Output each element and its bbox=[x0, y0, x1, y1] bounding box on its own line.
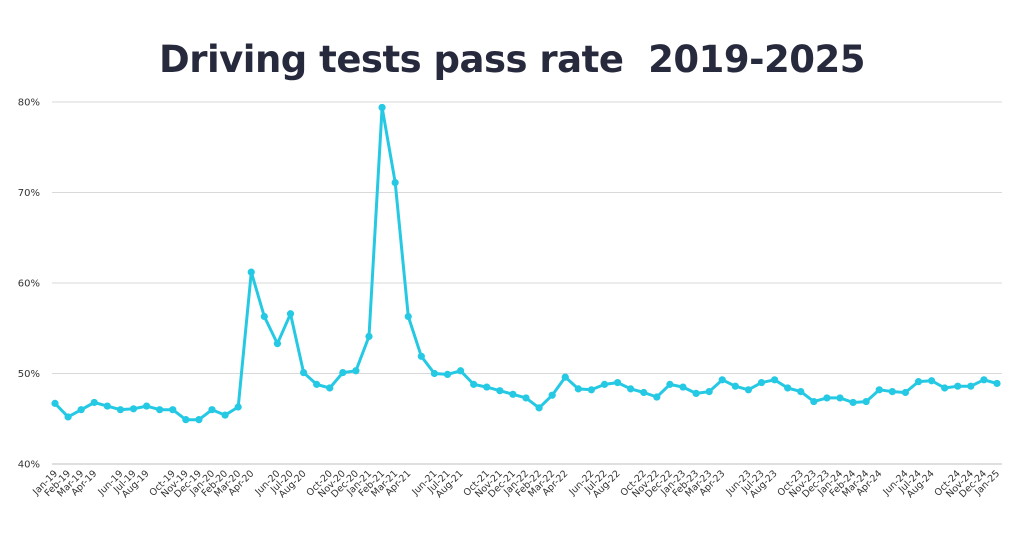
data-point bbox=[456, 367, 465, 375]
series-line-path bbox=[53, 105, 999, 422]
chart-title: Driving tests pass rate 2019-2025 bbox=[159, 38, 866, 81]
data-point bbox=[836, 394, 844, 402]
data-point bbox=[823, 394, 831, 402]
data-point bbox=[600, 380, 609, 388]
data-point bbox=[378, 103, 386, 112]
data-point bbox=[666, 380, 674, 388]
y-axis-ticks: 40% 50% 60% 70% 80% bbox=[18, 98, 40, 471]
data-point bbox=[810, 397, 818, 406]
data-point bbox=[273, 340, 282, 348]
data-point bbox=[548, 391, 556, 399]
data-point bbox=[404, 312, 412, 321]
data-point bbox=[574, 385, 582, 393]
data-point bbox=[129, 405, 138, 413]
data-point bbox=[443, 370, 452, 379]
data-point bbox=[692, 389, 700, 398]
y-tick-label: 40% bbox=[18, 460, 40, 471]
data-point bbox=[247, 268, 255, 276]
data-point bbox=[352, 367, 360, 375]
data-point bbox=[705, 388, 713, 396]
data-point bbox=[286, 310, 295, 318]
data-point bbox=[980, 376, 988, 384]
data-point bbox=[901, 388, 910, 397]
data-point bbox=[731, 382, 739, 390]
data-point bbox=[941, 384, 949, 392]
data-point bbox=[51, 399, 59, 407]
data-point bbox=[496, 387, 504, 395]
data-point bbox=[339, 368, 347, 377]
data-point bbox=[509, 390, 517, 398]
data-point bbox=[260, 312, 268, 321]
data-point bbox=[430, 369, 439, 378]
data-point bbox=[561, 373, 569, 381]
y-tick-label: 60% bbox=[18, 279, 40, 290]
data-point bbox=[234, 403, 242, 411]
y-tick-label: 50% bbox=[18, 369, 40, 380]
data-point bbox=[169, 406, 177, 414]
data-point bbox=[326, 384, 334, 392]
data-point bbox=[587, 386, 596, 394]
data-point bbox=[156, 406, 164, 414]
data-point bbox=[914, 378, 923, 386]
data-point bbox=[784, 384, 792, 392]
data-point bbox=[888, 388, 896, 396]
series-points bbox=[51, 103, 1001, 424]
data-point bbox=[640, 388, 648, 397]
data-point bbox=[679, 383, 687, 391]
data-point bbox=[365, 332, 373, 340]
data-point bbox=[77, 406, 85, 414]
data-point bbox=[613, 378, 622, 387]
data-point bbox=[313, 380, 321, 388]
data-point bbox=[417, 352, 425, 360]
data-point bbox=[208, 406, 216, 414]
data-point bbox=[770, 376, 779, 384]
data-point bbox=[64, 413, 72, 421]
data-point bbox=[875, 386, 883, 394]
series-line bbox=[53, 105, 999, 422]
data-point bbox=[483, 383, 491, 391]
y-tick-label: 80% bbox=[18, 98, 40, 109]
data-point bbox=[967, 382, 975, 390]
data-point bbox=[993, 379, 1001, 388]
data-point bbox=[142, 402, 151, 410]
data-point bbox=[535, 404, 543, 412]
data-point bbox=[182, 416, 190, 424]
data-point bbox=[653, 393, 661, 401]
data-point bbox=[862, 397, 870, 406]
data-point bbox=[90, 398, 98, 407]
data-point bbox=[116, 406, 125, 414]
data-point bbox=[195, 416, 203, 424]
data-point bbox=[797, 388, 805, 396]
data-point bbox=[522, 394, 530, 402]
data-point bbox=[757, 378, 766, 387]
data-point bbox=[103, 402, 111, 410]
data-point bbox=[470, 380, 478, 388]
data-point bbox=[927, 377, 936, 385]
data-point bbox=[221, 411, 229, 419]
data-point bbox=[954, 382, 962, 390]
data-point bbox=[627, 385, 635, 393]
data-point bbox=[718, 376, 726, 384]
gridlines bbox=[52, 101, 1002, 465]
data-point bbox=[744, 386, 753, 394]
y-tick-label: 70% bbox=[18, 188, 40, 199]
data-point bbox=[391, 178, 399, 187]
x-axis-ticks: Jan-19Feb-19Mar-19Apr-19Jun-19Jul-19Aug-… bbox=[30, 468, 1002, 500]
data-point bbox=[299, 368, 308, 377]
data-point bbox=[849, 398, 857, 407]
